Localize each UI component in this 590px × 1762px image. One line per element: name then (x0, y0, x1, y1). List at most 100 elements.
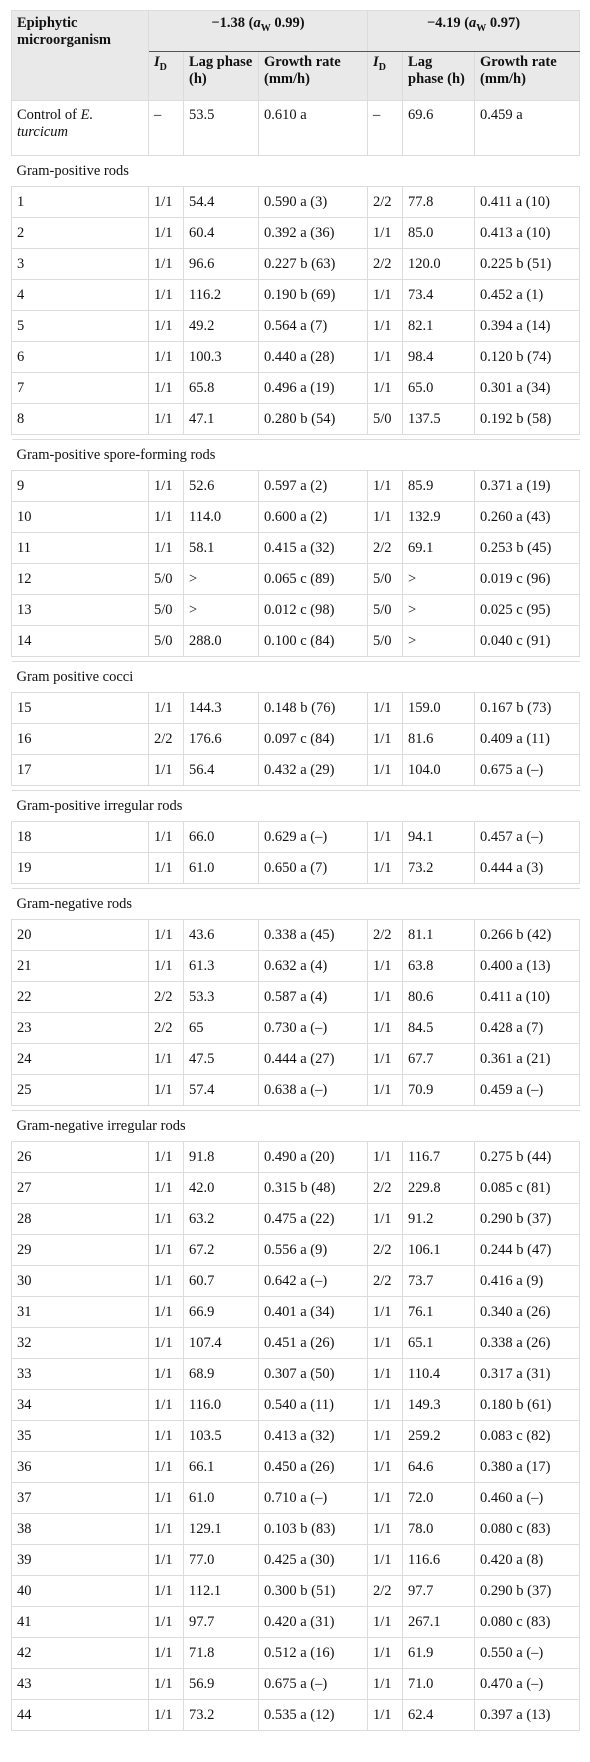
cell: 0.040 c (91) (474, 625, 581, 657)
cell: 0.675 a (–) (257, 1668, 369, 1700)
cell: 60.4 (183, 217, 259, 249)
cell: 0.025 c (95) (474, 594, 581, 626)
row: 38 1/1 129.1 0.103 b (83) 1/1 78.0 0.080 c (83… (11, 1513, 581, 1545)
cell: 0.307 a (50) (257, 1358, 369, 1390)
group-row: Gram-positive irregular rods (11, 790, 580, 822)
cell: 5/0 (367, 403, 404, 435)
cell: 54.4 (183, 186, 259, 218)
cell: 37 (11, 1482, 149, 1514)
cell: 62.4 (402, 1699, 476, 1731)
cell: 4 (11, 279, 149, 311)
row: 11 1/1 58.1 0.415 a (32) 2/2 69.1 0.253 b (45) (11, 532, 581, 564)
cell: 1/1 (367, 372, 404, 404)
cell: 0.190 b (69) (257, 279, 369, 311)
cell: 116.2 (183, 279, 259, 311)
cell: 1/1 (148, 1606, 184, 1638)
cell: 1/1 (367, 1074, 404, 1106)
cell: 66.1 (183, 1451, 259, 1483)
cell: 0.080 c (83) (474, 1513, 581, 1545)
cell: 0.301 a (34) (474, 372, 581, 404)
cell: 1/1 (148, 950, 184, 982)
data-table: Epiphytic microorganism −1.38 (aW 0.99) … (11, 10, 581, 1731)
cell: 0.450 a (26) (257, 1451, 369, 1483)
cell: 1/1 (367, 981, 404, 1013)
cell: 1/1 (148, 501, 184, 533)
cell: 0.260 a (43) (474, 501, 581, 533)
cell: 97.7 (183, 1606, 259, 1638)
cell: 13 (11, 594, 149, 626)
group-row: Gram positive cocci (11, 661, 580, 693)
cell: 0.444 a (3) (474, 852, 581, 884)
cell: 0.535 a (12) (257, 1699, 369, 1731)
cell: 78.0 (402, 1513, 476, 1545)
cell: 65.0 (402, 372, 476, 404)
cell: 144.3 (183, 692, 259, 724)
cell: 0.340 a (26) (474, 1296, 581, 1328)
text: 0.99) (270, 15, 305, 31)
cell: 1/1 (148, 217, 184, 249)
cell: 66.9 (183, 1296, 259, 1328)
cell: 40 (11, 1575, 149, 1607)
group-row: Gram-negative rods (11, 888, 580, 920)
cell: 1/1 (367, 1544, 404, 1576)
cell: > (183, 563, 259, 595)
cell: 0.730 a (–) (257, 1012, 369, 1044)
cell: 0.512 a (16) (257, 1637, 369, 1669)
cell: 0.638 a (–) (257, 1074, 369, 1106)
cell: 1/1 (367, 341, 404, 373)
cell: 8 (11, 403, 149, 435)
cell: 1/1 (148, 1327, 184, 1359)
cell: 1/1 (148, 1234, 184, 1266)
cell: 1/1 (367, 279, 404, 311)
cell: Control of E. turcicum (11, 100, 149, 156)
cell: 73.2 (183, 1699, 259, 1731)
row: 30 1/1 60.7 0.642 a (–) 2/2 73.7 0.416 a (9) (11, 1265, 581, 1297)
group-header: −1.38 (aW 0.99) (147, 10, 369, 52)
cell: 47.5 (183, 1043, 259, 1075)
cell: 0.012 c (98) (257, 594, 369, 626)
cell: 21 (11, 950, 149, 982)
cell: 104.0 (402, 754, 476, 786)
cell: 2/2 (148, 723, 184, 755)
cell: 61.0 (183, 852, 259, 884)
cell: 0.275 b (44) (474, 1141, 581, 1173)
cell: 0.587 a (4) (257, 981, 369, 1013)
cell: 0.420 a (8) (474, 1544, 581, 1576)
cell: 67.2 (183, 1234, 259, 1266)
cell: 5/0 (367, 594, 404, 626)
row: 4 1/1 116.2 0.190 b (69) 1/1 73.4 0.452 a (1) (11, 279, 581, 311)
cell: 2/2 (367, 532, 404, 564)
cell: 38 (11, 1513, 149, 1545)
cell: 0.392 a (36) (257, 217, 369, 249)
cell: 31 (11, 1296, 149, 1328)
cell: 5/0 (367, 563, 404, 595)
cell: 15 (11, 692, 149, 724)
row: 33 1/1 68.9 0.307 a (50) 1/1 110.4 0.317 a (31… (11, 1358, 581, 1390)
cell: 0.225 b (51) (474, 248, 581, 280)
cell: 0.065 c (89) (257, 563, 369, 595)
cell: 176.6 (183, 723, 259, 755)
group-title: Gram-positive spore-forming rods (11, 439, 580, 471)
row: 5 1/1 49.2 0.564 a (7) 1/1 82.1 0.394 a (14) (11, 310, 581, 342)
cell: 1/1 (148, 754, 184, 786)
cell: 80.6 (402, 981, 476, 1013)
table-body: Control of E. turcicum –53.5 0.610 a –69.6… (11, 100, 581, 1731)
cell: 1/1 (367, 1482, 404, 1514)
cell: 1 (11, 186, 149, 218)
cell: 0.444 a (27) (257, 1043, 369, 1075)
cell: 0.266 b (42) (474, 919, 581, 951)
cell: 5/0 (367, 625, 404, 657)
cell: 43.6 (183, 919, 259, 951)
cell: 29 (11, 1234, 149, 1266)
group-row: Gram-positive rods (11, 155, 580, 187)
cell: 0.411 a (10) (474, 186, 581, 218)
cell: 100.3 (183, 341, 259, 373)
cell: 0.019 c (96) (474, 563, 581, 595)
cell: 0.227 b (63) (257, 248, 369, 280)
cell: 65 (183, 1012, 259, 1044)
cell: 0.315 b (48) (257, 1172, 369, 1204)
row: 26 1/1 91.8 0.490 a (20) 1/1 116.7 0.275 b (44… (11, 1141, 581, 1173)
cell: 0.167 b (73) (474, 692, 581, 724)
cell: 11 (11, 532, 149, 564)
row: 6 1/1 100.3 0.440 a (28) 1/1 98.4 0.120 b (74) (11, 341, 581, 373)
